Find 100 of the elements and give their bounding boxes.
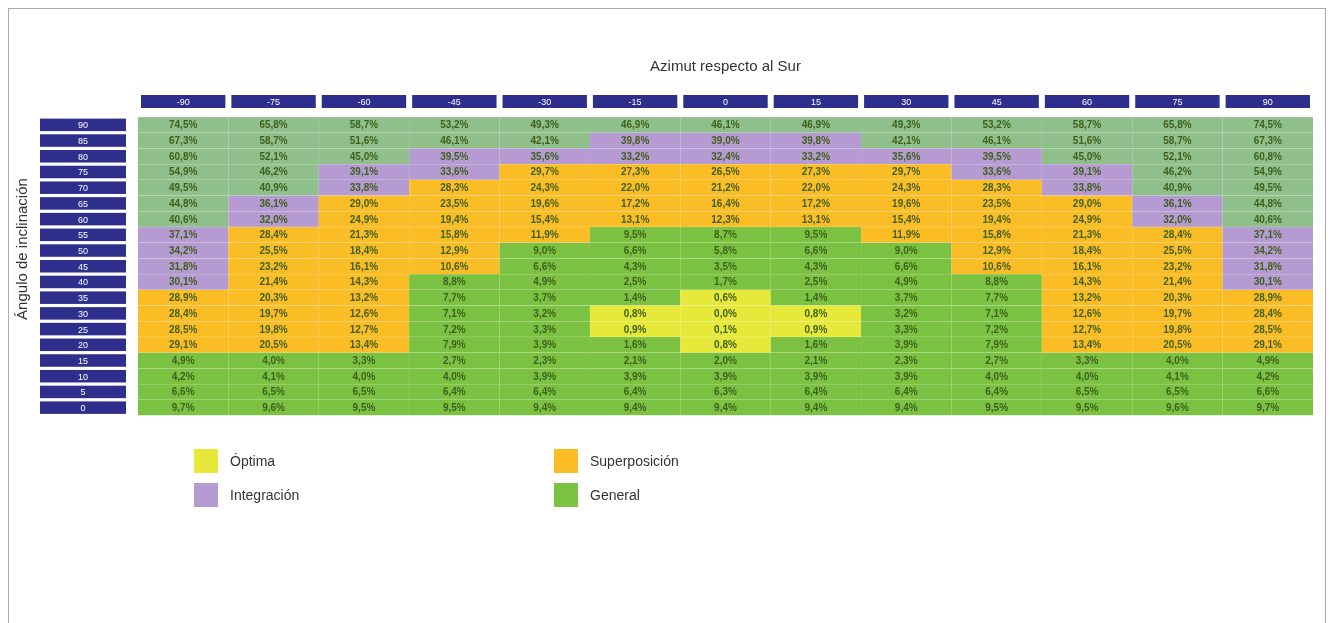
data-label: 3,2% (533, 307, 557, 319)
data-label: 4,0% (1075, 370, 1099, 382)
data-label: 34,2% (169, 245, 198, 257)
data-label: 13,2% (1072, 292, 1102, 304)
data-label: 3,3% (533, 323, 557, 335)
data-label: 7,2% (985, 323, 1009, 335)
data-label: 39,8% (620, 135, 650, 147)
data-label: 28,5% (169, 323, 198, 335)
data-label: 6,6% (804, 245, 828, 257)
data-label: 33,2% (801, 150, 831, 162)
x-tick-label: -30 (538, 97, 552, 107)
x-tick-label: 45 (991, 97, 1002, 107)
data-label: 3,3% (1075, 355, 1099, 367)
data-label: 39,1% (349, 166, 379, 178)
data-label: 2,3% (894, 355, 918, 367)
data-label: 2,0% (714, 355, 737, 367)
y-tick-label: 90 (77, 120, 89, 131)
data-label: 46,2% (1163, 166, 1192, 178)
y-tick-label: 55 (77, 230, 89, 241)
data-label: 40,6% (169, 213, 198, 225)
data-label: 9,0% (894, 245, 918, 257)
data-label: 23,5% (440, 197, 469, 209)
data-label: 17,2% (801, 197, 831, 209)
data-label: 6,5% (352, 386, 376, 398)
data-label: 40,9% (1163, 182, 1192, 194)
data-label: 19,7% (259, 307, 288, 319)
data-label: 15,4% (530, 213, 560, 225)
data-label: 46,9% (801, 119, 831, 131)
data-label: 45,0% (1072, 150, 1102, 162)
data-label: 0,9% (804, 323, 828, 335)
data-label: 7,7% (985, 292, 1009, 304)
data-label: 4,3% (804, 260, 828, 272)
data-label: 39,8% (801, 135, 831, 147)
data-label: 4,1% (1166, 370, 1189, 382)
data-label: 36,1% (1163, 197, 1192, 209)
data-label: 6,5% (262, 386, 286, 398)
data-label: 33,6% (440, 166, 469, 178)
data-label: 44,8% (1253, 197, 1283, 209)
data-label: 22,0% (801, 182, 831, 194)
data-label: 32,0% (259, 213, 288, 225)
data-label: 54,9% (1253, 166, 1283, 178)
y-axis-title: Ángulo de inclinación (12, 178, 30, 320)
data-label: 33,6% (982, 166, 1011, 178)
data-label: 0,9% (623, 323, 647, 335)
data-label: 46,1% (440, 135, 469, 147)
data-label: 27,3% (801, 166, 831, 178)
data-label: 19,8% (1163, 323, 1192, 335)
x-tick-label: 60 (1082, 97, 1093, 107)
data-label: 19,8% (259, 323, 288, 335)
data-label: 3,9% (894, 370, 918, 382)
data-label: 32,0% (1163, 213, 1192, 225)
data-label: 4,1% (262, 370, 286, 382)
data-label: 58,7% (259, 135, 288, 147)
data-label: 2,3% (533, 355, 557, 367)
data-label: 9,6% (1166, 402, 1189, 414)
data-label: 29,0% (349, 197, 379, 209)
data-label: 2,7% (442, 355, 466, 367)
data-label: 0,0% (714, 307, 737, 319)
x-tick-label: -90 (176, 97, 190, 107)
data-label: 7,7% (442, 292, 466, 304)
data-label: 6,4% (985, 386, 1009, 398)
data-label: 6,6% (894, 260, 918, 272)
data-label: 19,7% (1163, 307, 1192, 319)
data-label: 20,3% (259, 292, 288, 304)
data-label: 39,0% (711, 135, 740, 147)
data-label: 35,6% (530, 150, 560, 162)
data-label: 3,9% (533, 339, 557, 351)
data-label: 24,3% (892, 182, 921, 194)
data-label: 12,9% (440, 245, 469, 257)
legend-label: Superposición (590, 453, 679, 469)
data-label: 28,3% (440, 182, 469, 194)
data-label: 9,5% (985, 402, 1009, 414)
data-label: 24,9% (1072, 213, 1102, 225)
data-label: 21,4% (259, 276, 288, 288)
data-label: 49,5% (169, 182, 198, 194)
legend-label: Óptima (230, 453, 276, 469)
data-label: 58,7% (1072, 119, 1102, 131)
data-label: 4,9% (171, 355, 195, 367)
data-label: 36,1% (259, 197, 288, 209)
data-label: 46,1% (982, 135, 1011, 147)
data-label: 28,5% (1253, 323, 1283, 335)
data-label: 6,6% (533, 260, 557, 272)
data-label: 3,9% (894, 339, 918, 351)
data-label: 74,5% (1253, 119, 1283, 131)
data-label: 21,2% (711, 182, 740, 194)
data-label: 0,6% (714, 292, 737, 304)
data-label: 1,4% (804, 292, 828, 304)
x-tick-label: -45 (447, 97, 461, 107)
data-label: 7,1% (985, 307, 1009, 319)
data-label: 14,3% (1072, 276, 1102, 288)
data-label: 25,5% (1163, 245, 1192, 257)
data-label: 9,4% (714, 402, 737, 414)
data-label: 21,3% (349, 229, 379, 241)
x-tick-label: 75 (1172, 97, 1183, 107)
data-label: 9,7% (1256, 402, 1280, 414)
data-label: 4,9% (533, 276, 557, 288)
data-label: 32,4% (711, 150, 740, 162)
data-label: 9,0% (533, 245, 557, 257)
data-label: 60,8% (169, 150, 198, 162)
data-label: 3,3% (894, 323, 918, 335)
